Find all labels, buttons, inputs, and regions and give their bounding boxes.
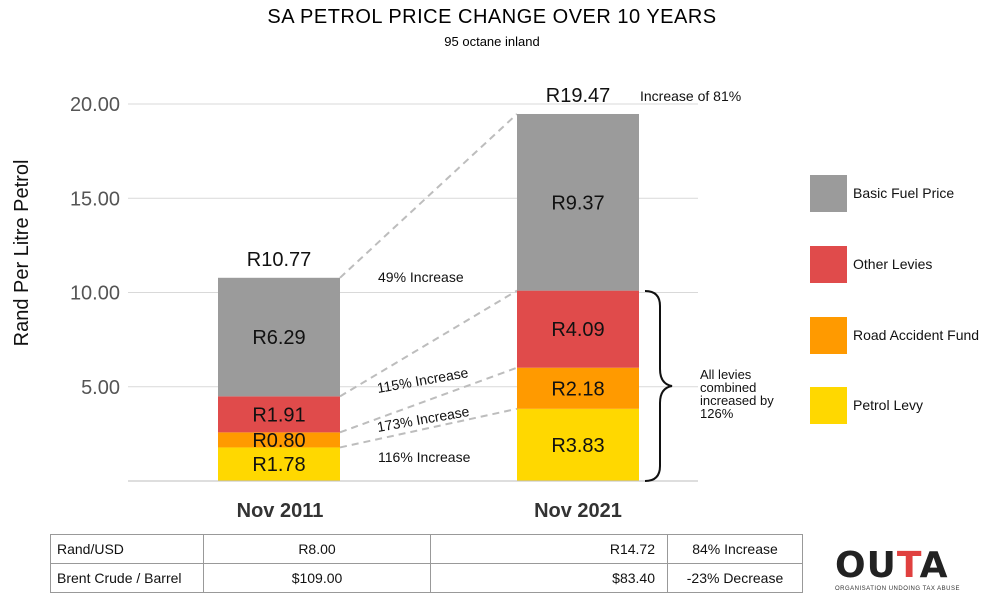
- bar-value-label: R6.29: [252, 327, 305, 349]
- table-row: Rand/USD R8.00 R14.72 84% Increase: [50, 534, 803, 564]
- annotation-all-levies-line-2: combined: [700, 380, 756, 395]
- table-cell-2021: R14.72: [430, 534, 668, 564]
- y-tick-label: 10.00: [70, 283, 120, 305]
- connector-line: [339, 407, 518, 449]
- bar-segment: [218, 396, 340, 433]
- bar-segment: [517, 408, 639, 481]
- annotation-all-levies-line-4: 126%: [700, 406, 734, 421]
- legend: Basic Fuel Price Other Levies Road Acciden…: [810, 175, 979, 424]
- table-cell-label: Brent Crude / Barrel: [50, 563, 204, 593]
- table-cell-change: -23% Decrease: [667, 563, 803, 593]
- bar-segment: [218, 277, 340, 397]
- bar-value-label: R0.80: [252, 430, 305, 452]
- table-cell-label: Rand/USD: [50, 534, 204, 564]
- bar-value-label: R1.78: [252, 454, 305, 476]
- table-cell-2011: $109.00: [203, 563, 431, 593]
- legend-label: Petrol Levy: [853, 397, 923, 413]
- y-tick-label: 15.00: [70, 188, 120, 210]
- logo-word-main: OU: [835, 545, 897, 586]
- legend-label: Basic Fuel Price: [853, 185, 954, 201]
- logo-word-end: A: [919, 545, 949, 586]
- bar-total-label: R19.47: [546, 85, 611, 107]
- exchange-rate-table: Rand/USD R8.00 R14.72 84% Increase Brent…: [50, 534, 803, 593]
- chart-subtitle: 95 octane inland: [444, 34, 539, 49]
- bar-value-label: R4.09: [551, 319, 604, 341]
- table-cell-2011: R8.00: [203, 534, 431, 564]
- connector-line: [339, 113, 518, 279]
- annotation-basic-fuel-increase: 49% Increase: [378, 269, 464, 285]
- bar-segment: [517, 367, 639, 409]
- chart-title: SA PETROL PRICE CHANGE OVER 10 YEARS: [267, 6, 716, 28]
- legend-swatch: [810, 317, 847, 354]
- bar-value-label: R9.37: [551, 192, 604, 214]
- annotation-total-increase: Increase of 81%: [640, 88, 741, 104]
- bar-value-label: R3.83: [551, 435, 604, 457]
- y-tick-label: 20.00: [70, 94, 120, 116]
- table-cell-2021: $83.40: [430, 563, 668, 593]
- bar-value-label: R1.91: [252, 404, 305, 426]
- levies-brace: [644, 290, 673, 482]
- legend-label: Other Levies: [853, 256, 932, 272]
- annotation-all-levies-line-3: increased by: [700, 393, 774, 408]
- outa-logo: OUTA ORGANISATION UNDOING TAX ABUSE: [835, 548, 980, 598]
- bar-total-label: R10.77: [247, 249, 312, 271]
- legend-swatch: [810, 175, 847, 212]
- logo-tagline: ORGANISATION UNDOING TAX ABUSE: [835, 586, 961, 592]
- y-tick-label: 5.00: [81, 377, 120, 399]
- annotation-petrol-levy-increase: 116% Increase: [378, 449, 471, 465]
- category-label-nov-2011: Nov 2011: [237, 500, 324, 522]
- bar-segment: [517, 113, 639, 291]
- bar-segment: [218, 447, 340, 481]
- legend-swatch: [810, 246, 847, 283]
- y-axis-label: Rand Per Litre Petrol: [11, 160, 33, 347]
- bar-segment: [517, 290, 639, 368]
- category-label-nov-2021: Nov 2021: [534, 500, 622, 522]
- stacked-bar-chart: SA PETROL PRICE CHANGE OVER 10 YEARS 95 …: [11, 6, 979, 522]
- annotation-all-levies-line-1: All levies: [700, 367, 752, 382]
- table-cell-change: 84% Increase: [667, 534, 803, 564]
- logo-wordmark: OUTA: [835, 548, 980, 584]
- logo-word-accent: T: [896, 545, 920, 586]
- bar-segment: [218, 432, 340, 448]
- table-row: Brent Crude / Barrel $109.00 $83.40 -23%…: [50, 563, 803, 593]
- connector-line: [339, 289, 518, 398]
- bar-value-label: R2.18: [551, 378, 604, 400]
- legend-swatch: [810, 387, 847, 424]
- legend-label: Road Accident Fund: [853, 327, 979, 343]
- connector-line: [339, 366, 518, 434]
